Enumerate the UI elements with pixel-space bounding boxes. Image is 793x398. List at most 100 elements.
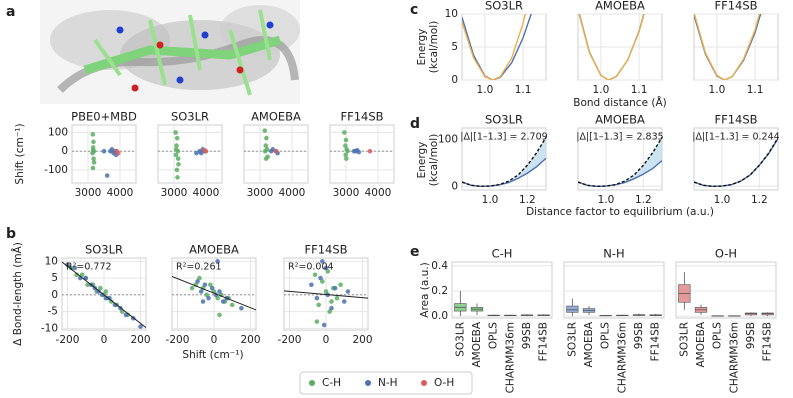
marks	[62, 261, 146, 329]
point	[202, 147, 207, 153]
subplot-title: SO3LR	[485, 0, 523, 13]
point	[68, 265, 74, 271]
x-tick-label: FF14SB	[650, 322, 662, 361]
y-tick-label: 100	[438, 134, 458, 146]
legend-marker	[365, 380, 371, 386]
x-tick-label: OPLS	[712, 322, 724, 349]
line	[462, 157, 546, 187]
point	[98, 285, 103, 291]
point	[174, 143, 179, 148]
point	[217, 289, 222, 294]
panel-label: b	[6, 226, 16, 242]
point	[107, 295, 112, 301]
x-tick-label: 1.2	[635, 194, 652, 206]
subplot-title: SO3LR	[485, 113, 523, 127]
point	[204, 292, 209, 298]
point	[215, 295, 220, 301]
x-tick-label: AMOEBA	[695, 321, 707, 367]
x-tick-label: SO3LR	[454, 322, 466, 357]
marks	[462, 136, 546, 187]
marks	[462, 14, 532, 80]
x-tick-label: 99SB	[745, 322, 757, 349]
point	[174, 167, 180, 173]
x-tick-label: 200	[240, 334, 260, 346]
annotation: R²=0.261	[176, 262, 222, 273]
legend-label: N-H	[378, 377, 398, 389]
line	[578, 136, 662, 187]
point	[200, 299, 206, 304]
point	[345, 148, 350, 154]
point	[273, 148, 279, 154]
marks	[578, 14, 645, 80]
subplot: O-H SO3LR AMOEBA OPLS CHARMM36m 99SB FF14SB	[675, 247, 777, 393]
x-tick-label: 1.1	[747, 84, 764, 96]
protein-image	[40, 0, 300, 104]
legend-frame	[299, 371, 473, 395]
x-tick-label: 1.0	[482, 194, 499, 206]
point	[72, 265, 78, 271]
x-tick-label: 4000	[365, 187, 392, 199]
point	[239, 305, 244, 311]
plot-area	[157, 124, 223, 184]
point	[208, 282, 213, 288]
y-axis-label: Energy	[416, 29, 428, 66]
legend-marker	[309, 380, 315, 386]
x-tick-label: 1.1	[515, 84, 532, 96]
point	[327, 309, 332, 314]
x-axis-label: Shift (cm⁻¹)	[182, 349, 243, 361]
y-axis-label: Area (a.u.)	[419, 262, 431, 317]
marks	[244, 128, 308, 161]
point	[264, 135, 269, 141]
subplot: -10 -5 0 5 10 -200 0 200 SO3LR bΔ Bond-length (mÅ…	[6, 226, 151, 346]
y-tick-label: -10	[41, 322, 58, 334]
point	[338, 282, 343, 288]
y-axis-label: Energy	[416, 142, 428, 179]
point	[96, 289, 101, 294]
subplot: 0 100 1.0 1.2 SO3LR d Energy (kcal/mol) |Δ|[1–1.…	[410, 113, 548, 207]
x-tick-label: 3000	[333, 187, 360, 199]
line	[578, 160, 662, 187]
subplot-title: FF14SB	[340, 110, 383, 124]
x-tick-label: -200	[56, 334, 80, 346]
x-tick-label: 4000	[193, 187, 220, 199]
line	[462, 136, 546, 187]
x-tick-label: 1.0	[709, 84, 726, 96]
y-tick-label: 100	[48, 126, 68, 138]
point	[343, 137, 349, 143]
panel-label: d	[410, 116, 420, 132]
marks	[158, 130, 222, 180]
point	[209, 285, 215, 291]
x-tick-label: 1.1	[631, 84, 648, 96]
y-tick-label: 5	[51, 272, 58, 284]
y-tick-label: 0	[51, 289, 58, 301]
subplot: 0 5 10 1.0 1.1 SO3LR c Energy (kcal/mol)	[410, 0, 547, 96]
x-tick-label: OPLS	[488, 322, 500, 349]
point	[90, 165, 96, 171]
point	[198, 289, 204, 294]
subplot-title: AMOEBA	[189, 243, 239, 257]
point	[341, 299, 347, 304]
subplot-title: FF14SB	[714, 0, 757, 13]
point	[314, 319, 320, 324]
subplot: 1.0 1.2 FF14SB |Δ|[1–1.3] = 0.244	[692, 113, 779, 207]
shaded-area	[578, 137, 662, 187]
x-tick-label: SO3LR	[678, 322, 690, 357]
point	[329, 299, 334, 304]
box	[566, 305, 579, 313]
x-tick-label: 99SB	[633, 322, 645, 349]
marks	[566, 298, 662, 317]
subplot: 1.0 1.2 AMOEBA Distance factor to equilibri…	[526, 113, 714, 219]
subplot-title: AMOEBA	[251, 110, 301, 124]
x-tick-label: 3000	[247, 187, 274, 199]
y-tick-label: 5	[451, 41, 458, 53]
point	[123, 312, 129, 318]
x-tick-label: 3000	[161, 187, 188, 199]
point	[325, 269, 331, 274]
point	[176, 161, 181, 167]
subplot: 3000 4000 FF14SB	[329, 110, 395, 199]
annotation: |Δ|[1–1.3] = 2.709	[460, 132, 547, 143]
panel-label: e	[410, 244, 420, 260]
subplot: N-H SO3LR AMOEBA OPLS CHARMM36m 99SB FF14SB	[563, 247, 665, 393]
point	[342, 130, 347, 135]
